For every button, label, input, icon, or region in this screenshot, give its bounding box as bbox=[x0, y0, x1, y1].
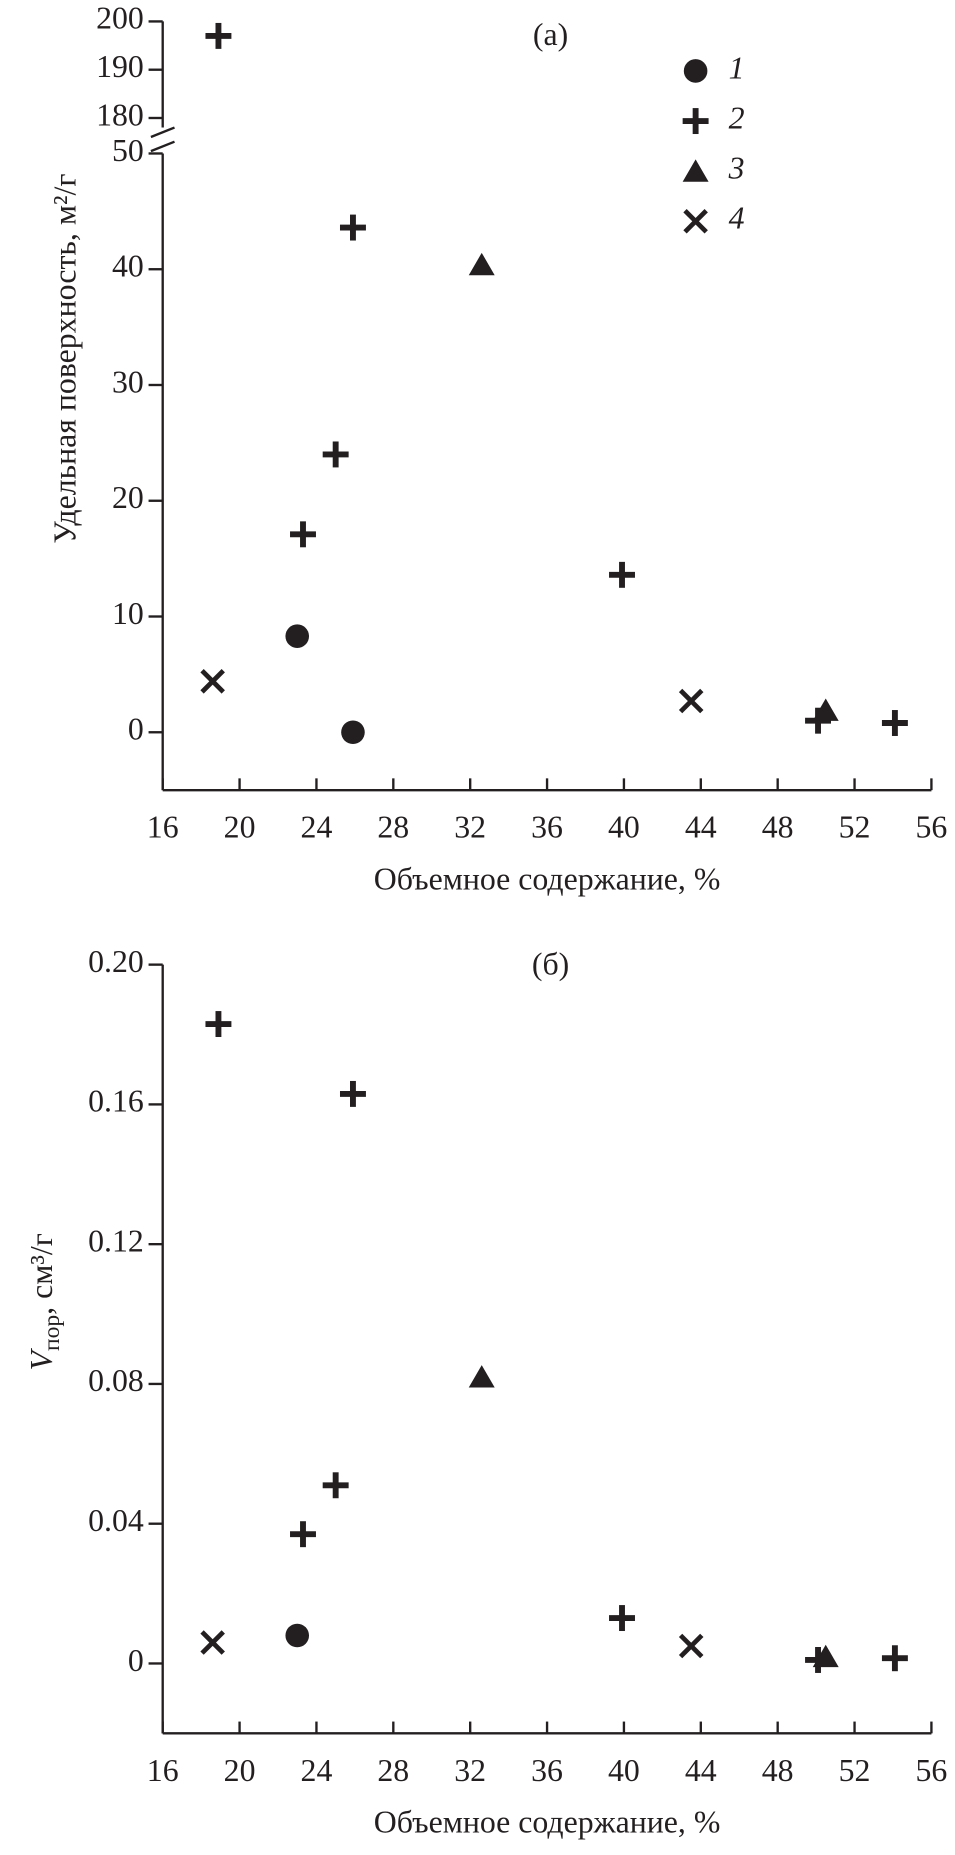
y-tick-label: 0.20 bbox=[88, 944, 144, 979]
legend-label: 1 bbox=[729, 50, 745, 85]
marker-circle bbox=[683, 59, 708, 83]
marker-plus bbox=[322, 441, 349, 468]
marker-plus bbox=[609, 1605, 635, 1632]
marker-plus bbox=[205, 1011, 232, 1038]
y-label-symbol: V bbox=[24, 1347, 59, 1370]
marker-plus bbox=[290, 1521, 316, 1548]
y-tick-label: 190 bbox=[96, 49, 144, 84]
x-tick-label: 56 bbox=[916, 810, 948, 845]
marker-plus bbox=[881, 1645, 908, 1672]
tri bbox=[468, 252, 495, 276]
cross-b bbox=[678, 1633, 704, 1659]
y-label-text: , см³/г bbox=[24, 1233, 59, 1315]
y-tick-label: 0.04 bbox=[88, 1503, 144, 1538]
marker-triangle bbox=[468, 1365, 495, 1388]
marker-circle bbox=[341, 720, 365, 745]
y-tick-label: 10 bbox=[112, 596, 144, 631]
marker-triangle bbox=[812, 698, 839, 721]
legend-label: 4 bbox=[729, 201, 745, 236]
marker-circle bbox=[285, 1623, 310, 1648]
x-tick-label: 52 bbox=[839, 1753, 871, 1788]
tri bbox=[812, 1644, 839, 1668]
marker-plus bbox=[339, 1080, 366, 1107]
x-tick-label: 40 bbox=[608, 1753, 640, 1788]
x-tick-label: 32 bbox=[454, 1753, 486, 1788]
x-tick-label: 48 bbox=[762, 810, 794, 845]
x-tick-label: 28 bbox=[377, 1753, 409, 1788]
x-tick-label: 16 bbox=[147, 810, 179, 845]
y-tick-label: 180 bbox=[96, 97, 144, 132]
x-tick-label: 36 bbox=[531, 810, 563, 845]
legend-label: 2 bbox=[729, 100, 745, 135]
y-tick-label: 0.08 bbox=[88, 1363, 144, 1398]
x-tick-label: 24 bbox=[301, 1753, 333, 1788]
marker-circle bbox=[285, 624, 310, 648]
y-tick-label: 0 bbox=[128, 712, 144, 747]
tri bbox=[682, 159, 709, 182]
y-axis-label: Удельная поверхность, м²/г bbox=[48, 174, 83, 544]
tri bbox=[468, 1365, 495, 1388]
x-tick-label: 40 bbox=[608, 810, 640, 845]
y-tick-label: 40 bbox=[112, 249, 144, 284]
cross-b bbox=[683, 208, 708, 234]
chart-title: (б) bbox=[532, 946, 569, 981]
marker-cross bbox=[678, 688, 704, 714]
marker-cross bbox=[683, 208, 708, 234]
marker-triangle bbox=[682, 159, 709, 182]
x-tick-label: 28 bbox=[377, 810, 409, 845]
y-tick-label: 0.12 bbox=[88, 1223, 144, 1258]
marker-cross bbox=[678, 1633, 704, 1659]
x-tick-label: 24 bbox=[301, 810, 333, 845]
dot bbox=[683, 59, 708, 83]
dot bbox=[285, 1623, 310, 1648]
x-tick-label: 56 bbox=[916, 1753, 948, 1788]
marker-plus bbox=[881, 710, 908, 736]
tri bbox=[812, 698, 839, 721]
axis-break bbox=[150, 126, 175, 139]
x-tick-label: 44 bbox=[685, 810, 717, 845]
x-axis-label: Объемное содержание, % bbox=[374, 861, 721, 896]
axis-break bbox=[150, 140, 175, 153]
dot bbox=[341, 720, 365, 745]
x-tick-label: 20 bbox=[224, 810, 256, 845]
marker-plus bbox=[205, 22, 232, 49]
chart-title: (a) bbox=[533, 17, 568, 52]
x-tick-label: 44 bbox=[685, 1753, 717, 1788]
x-tick-label: 48 bbox=[762, 1753, 794, 1788]
cross-b bbox=[200, 669, 225, 694]
x-tick-label: 36 bbox=[531, 1753, 563, 1788]
marker-cross bbox=[200, 669, 225, 694]
marker-triangle bbox=[812, 1644, 839, 1668]
cross-b bbox=[200, 1630, 225, 1655]
y-tick-label: 50 bbox=[112, 133, 144, 168]
marker-plus bbox=[290, 521, 316, 548]
x-tick-label: 16 bbox=[147, 1753, 179, 1788]
marker-plus bbox=[322, 1472, 349, 1499]
y-tick-label: 0 bbox=[128, 1643, 144, 1678]
dot bbox=[285, 624, 310, 648]
marker-triangle bbox=[468, 252, 495, 276]
x-tick-label: 20 bbox=[224, 1753, 256, 1788]
y-tick-label: 200 bbox=[96, 1, 144, 36]
marker-plus bbox=[609, 561, 635, 588]
x-axis-label: Объемное содержание, % bbox=[374, 1805, 721, 1840]
cross-b bbox=[678, 688, 704, 714]
x-tick-label: 32 bbox=[454, 810, 486, 845]
legend-label: 3 bbox=[728, 150, 745, 185]
marker-cross bbox=[200, 1630, 225, 1655]
marker-plus bbox=[339, 214, 366, 241]
marker-plus bbox=[682, 108, 709, 135]
y-label-subscript: пор bbox=[40, 1315, 66, 1351]
y-tick-label: 20 bbox=[112, 480, 144, 515]
y-tick-label: 30 bbox=[112, 364, 144, 399]
x-tick-label: 52 bbox=[839, 810, 871, 845]
y-tick-label: 0.16 bbox=[88, 1084, 144, 1119]
y-axis-label: Vпор, см³/г bbox=[24, 1233, 66, 1370]
